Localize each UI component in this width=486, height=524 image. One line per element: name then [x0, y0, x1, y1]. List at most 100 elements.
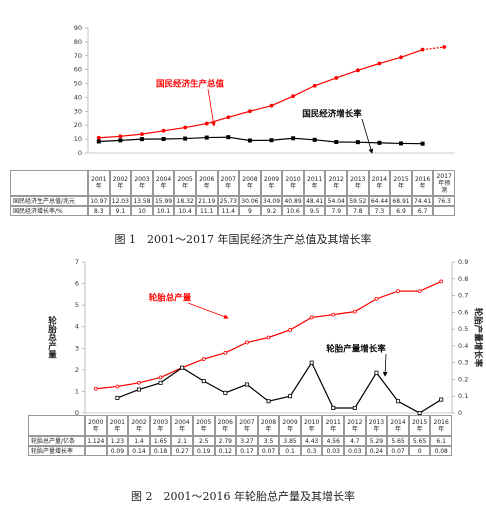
value-cell: 10.4 — [174, 206, 196, 216]
point — [140, 132, 144, 137]
point — [352, 405, 357, 410]
point — [183, 125, 188, 130]
category-cell: 2003年 — [149, 415, 172, 436]
value-cell: 13.58 — [131, 196, 153, 206]
point — [312, 137, 317, 142]
y-tick-label: 80 — [74, 38, 82, 46]
category-cell: 2004年 — [171, 415, 193, 436]
value-cell: 0.07 — [387, 446, 409, 456]
row-label: 轮胎产量增长率 — [28, 446, 85, 456]
point — [374, 296, 379, 301]
point — [288, 328, 292, 332]
point — [96, 135, 101, 140]
point — [226, 115, 231, 120]
point — [334, 140, 339, 145]
value-cell: 9.2 — [260, 206, 283, 216]
value-cell: 21.19 — [195, 196, 218, 206]
point — [377, 140, 382, 145]
value-cell: 0.3 — [300, 446, 323, 456]
point — [137, 380, 141, 385]
category-cell: 2005年 — [174, 170, 196, 196]
row-label: 国民经济生产总值/兆元 — [10, 196, 88, 206]
point — [291, 94, 295, 99]
value-cell: 0.12 — [214, 446, 237, 456]
category-cell: 2012年 — [344, 415, 366, 436]
category-cell: 2012年 — [325, 170, 348, 196]
annotation: 国民经济增长率 — [302, 109, 362, 120]
annotation: 轮胎总产量 — [149, 293, 192, 304]
y-tick-label: 90 — [74, 24, 82, 32]
point — [417, 410, 422, 415]
row-label: 轮胎总产量/亿条 — [28, 436, 85, 446]
category-cell: 2001年 — [106, 415, 129, 436]
point — [377, 61, 382, 66]
point — [248, 109, 252, 114]
y2-tick-label: 0.3 — [458, 359, 468, 367]
value-cell: 1.124 — [85, 436, 107, 446]
annotation-arrow — [382, 353, 388, 377]
value-cell: 54.04 — [325, 196, 348, 206]
point — [420, 141, 425, 146]
point — [223, 350, 228, 355]
value-cell: 3.85 — [279, 436, 301, 446]
value-cell: 1.4 — [128, 436, 150, 446]
point — [417, 289, 422, 294]
point — [201, 357, 206, 361]
value-cell: 7.3 — [368, 206, 391, 216]
point — [439, 279, 444, 284]
category-cell: 2011年 — [322, 415, 345, 436]
point — [247, 138, 252, 143]
caption: 图 2 2001～2016 年轮胎总产量及其增长率 — [131, 490, 355, 503]
series-line — [95, 280, 442, 390]
value-cell: 0.03 — [322, 446, 345, 456]
point — [396, 289, 400, 294]
point — [352, 309, 357, 314]
value-cell: 0.17 — [236, 446, 258, 456]
value-cell: 10.97 — [88, 196, 110, 206]
point — [93, 386, 98, 391]
value-cell: 0.24 — [365, 446, 388, 456]
value-cell: 10.1 — [152, 206, 175, 216]
series-line — [117, 361, 442, 414]
caption: 图 1 2001～2017 年国民经济生产总值及其增长率 — [114, 233, 372, 246]
point — [269, 138, 274, 143]
point — [204, 121, 209, 126]
point — [439, 397, 444, 402]
point — [118, 138, 123, 143]
category-cell: 2015年 — [390, 170, 412, 196]
point — [399, 141, 404, 146]
value-cell: 1.65 — [149, 436, 172, 446]
y-tick-label: 0 — [78, 149, 82, 157]
point — [245, 340, 249, 345]
y-tick-label: 4 — [75, 323, 79, 331]
point — [266, 399, 271, 404]
value-cell: 4.7 — [344, 436, 366, 446]
point — [396, 399, 401, 404]
point — [334, 76, 339, 80]
value-cell: 9.5 — [303, 206, 326, 216]
value-cell: 6.7 — [411, 206, 434, 216]
point — [158, 380, 163, 385]
y-tick-label: 3 — [75, 344, 79, 352]
point — [355, 140, 360, 145]
y-tick-label: 6 — [75, 280, 79, 288]
point — [442, 45, 447, 49]
y-tick-label: 10 — [74, 135, 82, 143]
category-cell: 2013年 — [347, 170, 369, 196]
y-axis-label: 轮胎总产量 — [47, 316, 58, 360]
value-cell: 0.09 — [106, 446, 129, 456]
value-cell: 3.5 — [257, 436, 280, 446]
category-cell: 2010年 — [282, 170, 304, 196]
category-cell: 2006年 — [214, 415, 237, 436]
value-cell: 11.1 — [195, 206, 218, 216]
y-tick-label: 5 — [75, 301, 79, 309]
point — [244, 382, 249, 387]
value-cell: 64.44 — [368, 196, 391, 206]
y2-tick-label: 0.9 — [458, 258, 468, 266]
point — [355, 68, 360, 73]
point — [161, 136, 166, 141]
category-cell: 2006年 — [195, 170, 218, 196]
annotation: 国民经济生产总值 — [156, 79, 225, 90]
